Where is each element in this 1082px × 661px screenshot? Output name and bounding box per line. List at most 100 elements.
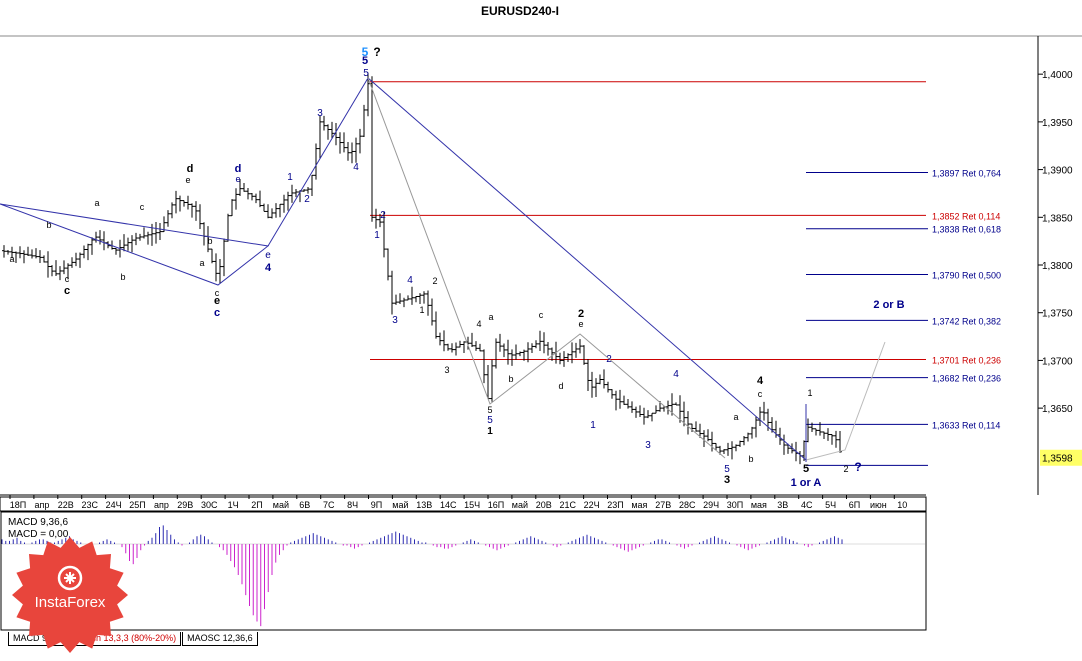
price-tick-label: 1,3650 (1042, 404, 1073, 415)
instaforex-logo: InstaForex (10, 536, 130, 654)
wave-label: a (199, 258, 204, 268)
price-tick-label: 1,3850 (1042, 213, 1073, 224)
wave-label: 4 (407, 275, 413, 286)
wave-label: d (235, 163, 242, 175)
wave-label: 2 (606, 354, 612, 365)
fib-level-label: 1,3742 Ret 0,382 (932, 316, 1001, 326)
fib-level-label: 1,3790 Ret 0,500 (932, 271, 1001, 281)
time-tick-label: 25П (129, 500, 145, 510)
wave-label: e (235, 174, 240, 184)
wave-label: 2 or B (873, 299, 904, 311)
wave-label: 5 (487, 405, 492, 415)
wave-label: 4 (673, 369, 679, 380)
wave-label: 5 (803, 463, 809, 475)
wave-label: e (214, 295, 220, 307)
price-tick-label: 1,3900 (1042, 166, 1073, 177)
wave-label: 2 (432, 276, 437, 286)
time-tick-label: 30С (201, 500, 218, 510)
time-tick-label: апр (34, 500, 49, 510)
wave-label: 4 (757, 375, 764, 387)
fib-level-label: 1,3852 Ret 0,114 (932, 211, 1000, 221)
wave-label: c (65, 274, 70, 284)
time-tick-label: 3В (777, 500, 788, 510)
wave-label: c (215, 288, 220, 298)
wave-label: 5 (362, 45, 369, 59)
wave-label: e (578, 319, 583, 329)
wave-label: b (207, 236, 212, 246)
fib-level-label: 1,3701 Ret 0,236 (932, 355, 1001, 365)
time-tick-label: 22В (58, 500, 74, 510)
wave-label: 3 (392, 315, 398, 326)
macd-label: MACD 9,36,6 (8, 517, 68, 528)
time-tick-label: 13В (416, 500, 432, 510)
wave-label: 1 (807, 388, 812, 398)
wave-label: b (508, 374, 513, 384)
time-tick-label: 22Ч (584, 500, 600, 510)
wave-label: 1 (374, 230, 380, 241)
time-tick-label: май (512, 500, 528, 510)
wave-label: 1 or A (791, 477, 822, 489)
logo-text: InstaForex (34, 594, 106, 611)
time-tick-label: 23С (81, 500, 98, 510)
wave-label: b (748, 454, 753, 464)
time-tick-label: мая (631, 500, 647, 510)
time-tick-label: 21С (559, 500, 576, 510)
wave-label: d (558, 381, 563, 391)
wave-correction-line (367, 77, 726, 459)
time-tick-label: 15Ч (464, 500, 480, 510)
time-tick-label: 5Ч (825, 500, 836, 510)
wave-label: 3 (444, 365, 449, 375)
time-tick-label: 9П (371, 500, 382, 510)
wave-label: 2 (304, 194, 310, 205)
wave-label: c (758, 389, 763, 399)
wave-label: 5 (363, 68, 369, 79)
wave-label: ? (373, 45, 380, 59)
time-tick-label: май (392, 500, 408, 510)
wave-label: 4 (265, 262, 272, 274)
logo-badge-icon (12, 537, 128, 653)
time-axis-box (0, 496, 927, 512)
time-tick-label: 29Ч (703, 500, 719, 510)
wave-label: c (140, 202, 145, 212)
price-tick-label: 1,3750 (1042, 309, 1073, 320)
wave-projection-line (805, 341, 886, 461)
time-tick-label: 29В (177, 500, 193, 510)
macd-panel-frame (0, 511, 927, 631)
time-tick-label: май (273, 500, 289, 510)
time-tick-label: 6П (849, 500, 860, 510)
wave-label: c (64, 285, 70, 297)
wave-label: 3 (645, 440, 651, 451)
wave-label: 3 (317, 108, 323, 119)
chart-title: EURUSD240-I (480, 4, 560, 18)
wave-label: 5 (487, 415, 493, 426)
wave-label: 5 (362, 55, 368, 67)
wave-label: 4 (476, 319, 481, 329)
time-tick-label: 2П (251, 500, 262, 510)
time-tick-label: 28С (679, 500, 696, 510)
time-tick-label: 1Ч (228, 500, 239, 510)
wave-label: 1 (590, 420, 596, 431)
wave-label: b (120, 272, 125, 282)
wave-label: 1 (487, 426, 493, 437)
wave-label: a (9, 254, 14, 264)
wave-label: 2 (380, 210, 386, 221)
wave-label: d (187, 163, 194, 175)
wave-label: a (733, 412, 738, 422)
wave-label: 2 (578, 308, 584, 320)
wave-label: 4 (353, 162, 359, 173)
time-tick-label: 20В (536, 500, 552, 510)
wave-label: 5 (724, 464, 730, 475)
time-tick-label: 7С (323, 500, 335, 510)
tab-maosc[interactable]: MAOSC 12,36,6 (182, 632, 258, 646)
price-tick-label: 1,3700 (1042, 356, 1073, 367)
time-tick-label: 30П (727, 500, 743, 510)
wave-impulse-line (267, 77, 369, 247)
time-tick-label: мая (751, 500, 767, 510)
wave-label: 2 (843, 464, 848, 474)
time-tick-label: 8Ч (347, 500, 358, 510)
wave-label: e (265, 250, 271, 261)
macd-value-label: MACD = 0,00 (8, 529, 69, 540)
wave-label: 3 (724, 474, 730, 486)
current-price-label: 1,3598 (1042, 454, 1073, 465)
